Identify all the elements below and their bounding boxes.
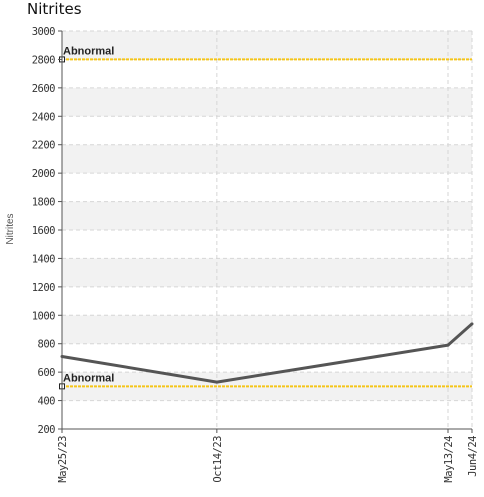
y-tick-label: 2800 xyxy=(32,54,55,66)
abnormal-reference-label: Abnormal xyxy=(63,45,114,57)
y-tick-label: 2400 xyxy=(32,111,55,123)
x-tick-label: May13/24 xyxy=(443,436,455,483)
chart-title: Nitrites xyxy=(27,0,82,18)
background-band xyxy=(62,87,472,117)
background-band xyxy=(62,400,472,429)
y-tick-label: 1400 xyxy=(32,253,55,265)
background-band xyxy=(62,286,472,316)
y-axis-label: Nitrites xyxy=(5,213,16,244)
x-tick-labels: May25/23 Oct14/23 May13/24 Jun4/24 xyxy=(57,436,479,483)
y-tick-label: 2000 xyxy=(32,168,55,180)
data-point xyxy=(215,380,219,384)
series-layer xyxy=(60,322,474,384)
background-band xyxy=(62,144,472,174)
background-band xyxy=(62,315,472,344)
y-tick-label: 3000 xyxy=(32,26,55,38)
y-tick-label: 800 xyxy=(38,339,56,351)
reference-lines: Abnormal Abnormal xyxy=(59,45,472,390)
background-band xyxy=(62,116,472,145)
data-point xyxy=(470,322,474,326)
y-tick-label: 1800 xyxy=(32,197,55,209)
x-tick-label: May25/23 xyxy=(57,436,69,483)
axes xyxy=(58,30,473,433)
y-tick-label: 600 xyxy=(38,367,56,379)
y-tick-label: 1200 xyxy=(32,282,55,294)
y-tick-label: 1600 xyxy=(32,225,55,237)
background-band xyxy=(62,31,472,60)
background-band xyxy=(62,230,472,259)
data-point xyxy=(446,343,450,347)
background-band xyxy=(62,201,472,230)
y-tick-label: 400 xyxy=(38,396,56,408)
y-tick-label: 2200 xyxy=(32,140,55,152)
nitrites-series-line xyxy=(61,322,473,384)
background-band xyxy=(62,258,472,287)
background-band xyxy=(62,173,472,202)
x-tick-label: Oct14/23 xyxy=(212,436,224,483)
x-tick-label: Jun4/24 xyxy=(467,436,479,477)
y-tick-label: 1000 xyxy=(32,310,55,322)
y-tick-labels: 200 400 600 800 1000 1200 1400 1600 1800 2000 2200… xyxy=(32,26,56,436)
background-band xyxy=(62,59,472,88)
background-bands xyxy=(62,31,472,429)
abnormal-reference-label: Abnormal xyxy=(63,372,114,384)
y-tick-label: 200 xyxy=(38,424,56,436)
y-tick-label: 2600 xyxy=(32,83,55,95)
